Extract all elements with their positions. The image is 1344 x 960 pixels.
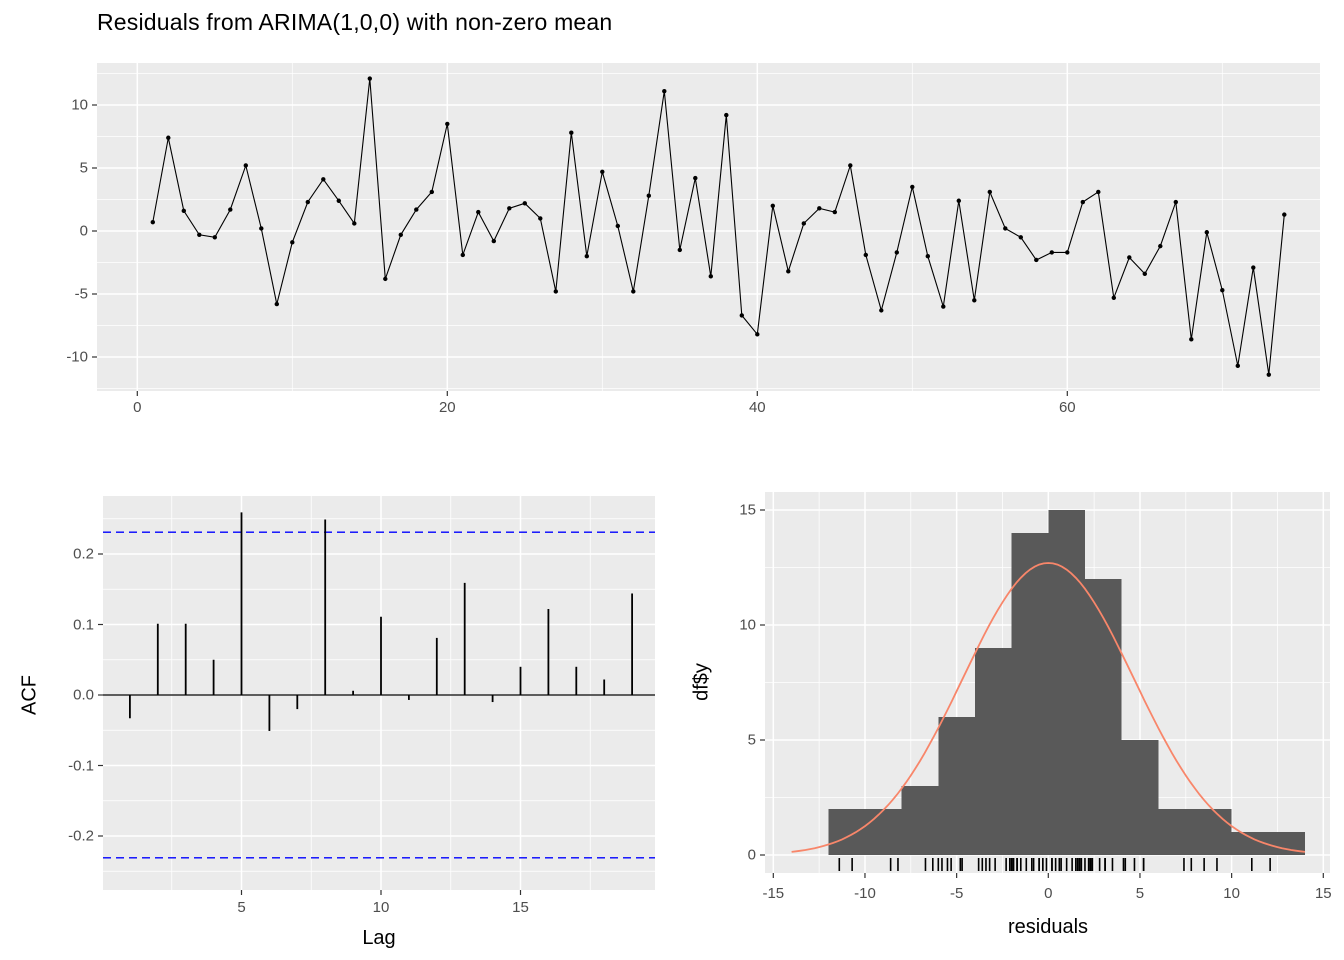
x-tick-label: -5 bbox=[949, 885, 964, 902]
y-tick-label: 0.2 bbox=[73, 545, 94, 563]
y-tick-label: 0.1 bbox=[73, 616, 94, 633]
y-tick-label: -0.2 bbox=[68, 827, 94, 845]
y-tick-label: 5 bbox=[79, 159, 88, 177]
acf-panel bbox=[98, 496, 655, 895]
y-tick-label: 0 bbox=[747, 846, 756, 864]
hist-x-axis-title: residuals bbox=[1007, 916, 1089, 938]
hist-y-axis-title: df$y bbox=[690, 663, 713, 701]
residuals-panel bbox=[92, 63, 1320, 396]
x-tick-label: 5 bbox=[237, 899, 246, 916]
normal-density-curve bbox=[791, 562, 1306, 853]
x-tick-label: 60 bbox=[1058, 399, 1076, 416]
acf-x-axis-title: Lag bbox=[362, 927, 396, 949]
y-tick-label: 15 bbox=[739, 501, 756, 519]
x-tick-label: 0 bbox=[1044, 885, 1053, 902]
acf-bars bbox=[128, 512, 633, 731]
plot-title: Residuals from ARIMA(1,0,0) with non-zer… bbox=[97, 9, 613, 35]
x-tick-label: 10 bbox=[1223, 885, 1240, 902]
x-tick-label: 5 bbox=[1135, 885, 1145, 902]
y-tick-label: 10 bbox=[739, 616, 756, 634]
y-tick-label: -10 bbox=[66, 348, 88, 366]
y-tick-label: -0.1 bbox=[68, 757, 94, 774]
x-tick-label: 0 bbox=[133, 399, 142, 416]
x-tick-label: -10 bbox=[854, 885, 876, 902]
x-tick-label: -15 bbox=[762, 885, 785, 902]
y-tick-label: 0.0 bbox=[73, 686, 94, 704]
x-tick-label: 10 bbox=[372, 899, 390, 916]
residuals-series bbox=[150, 76, 1287, 377]
x-tick-label: 40 bbox=[748, 399, 766, 416]
x-tick-label: 15 bbox=[512, 899, 529, 916]
y-tick-label: 10 bbox=[71, 96, 88, 114]
x-tick-label: 15 bbox=[1314, 885, 1332, 902]
x-tick-label: 20 bbox=[438, 399, 456, 416]
y-tick-label: 0 bbox=[79, 222, 88, 240]
acf-confidence-bands bbox=[103, 531, 655, 859]
y-tick-label: -5 bbox=[74, 285, 88, 303]
histogram-panel bbox=[760, 492, 1330, 878]
rug-marks bbox=[838, 858, 1271, 871]
histogram-bars bbox=[828, 510, 1305, 855]
y-tick-label: 5 bbox=[747, 731, 756, 749]
